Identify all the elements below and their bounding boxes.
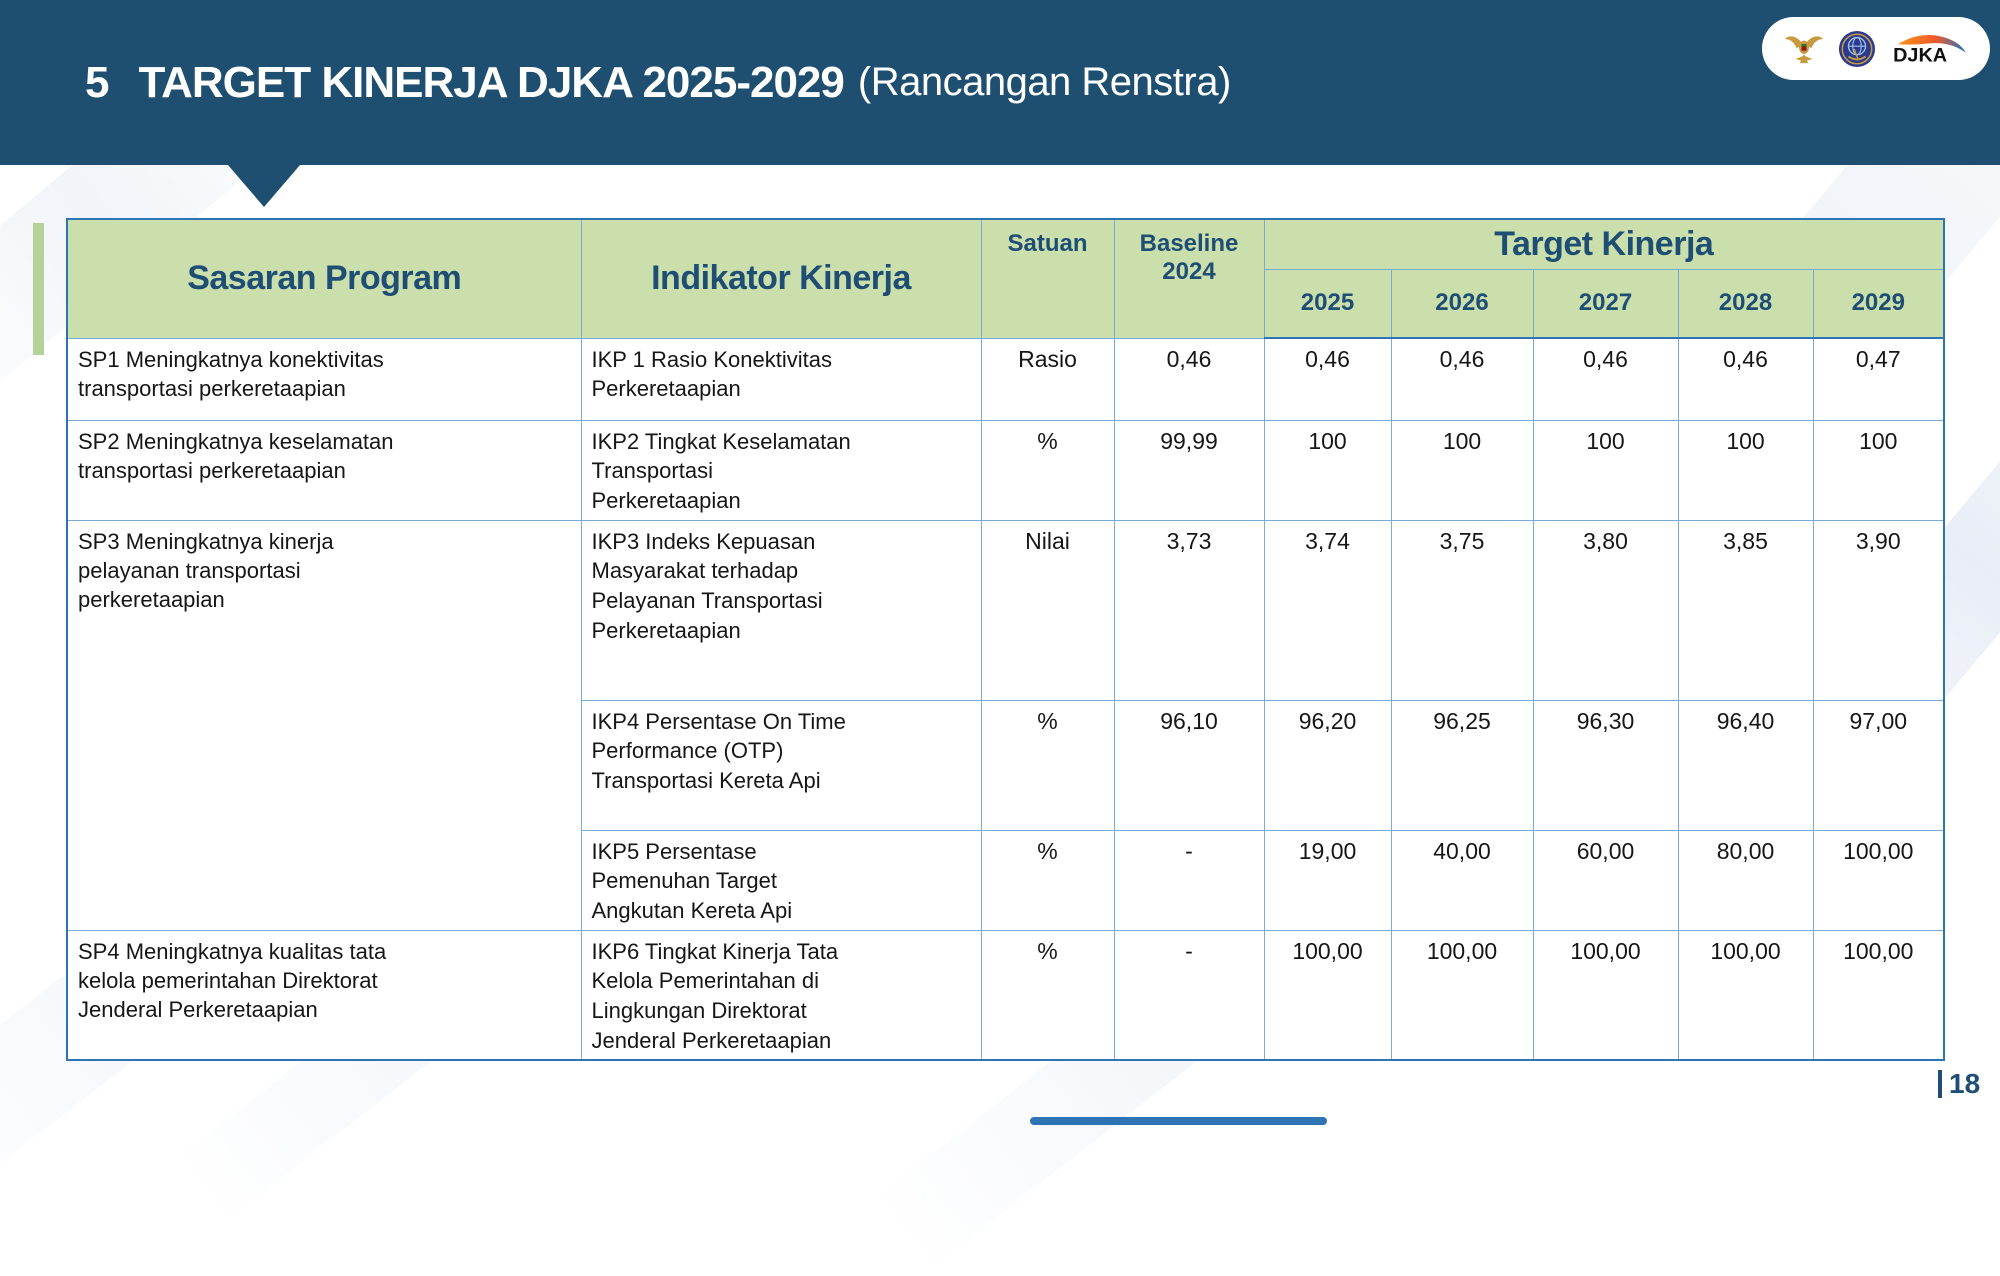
cell-target-2027: 0,46 — [1532, 337, 1679, 421]
title-block: 5 TARGET KINERJA DJKA 2025-2029 (Rancang… — [85, 0, 1231, 165]
garuda-pancasila-icon — [1784, 31, 1824, 67]
cell-indikator-ikp4: IKP4 Persentase On Time Performance (OTP… — [580, 699, 982, 831]
cell-indikator-ikp1: IKP 1 Rasio Konektivitas Perkeretaapian — [580, 337, 982, 421]
cell-satuan: Rasio — [980, 337, 1115, 421]
cell-baseline: - — [1113, 829, 1265, 931]
cell-baseline: 3,73 — [1113, 519, 1265, 701]
slide-number: 5 — [85, 57, 110, 107]
table-row-sp3-ikp3: SP3 Meningkatnya kinerja pelayanan trans… — [66, 519, 1945, 931]
cell-sasaran-sp4: SP4 Meningkatnya kualitas tata kelola pe… — [66, 929, 582, 1061]
header-year-2028: 2028 — [1677, 268, 1814, 339]
header-year-2027: 2027 — [1532, 268, 1679, 339]
cell-target-2028: 100 — [1677, 419, 1814, 521]
cell-baseline: 96,10 — [1113, 699, 1265, 831]
cell-target-2029: 100,00 — [1812, 829, 1945, 931]
performance-table: Sasaran Program Indikator Kinerja Satuan… — [66, 218, 1946, 1062]
cell-sasaran-sp3: SP3 Meningkatnya kinerja pelayanan trans… — [66, 519, 582, 931]
cell-sasaran-sp2: SP2 Meningkatnya keselamatan transportas… — [66, 419, 582, 521]
cell-indikator-ikp5: IKP5 Persentase Pemenuhan Target Angkuta… — [580, 829, 982, 931]
cell-baseline: 0,46 — [1113, 337, 1265, 421]
cell-satuan: Nilai — [980, 519, 1115, 701]
cell-target-2027: 100 — [1532, 419, 1679, 521]
cell-satuan: % — [980, 699, 1115, 831]
cell-target-2027: 96,30 — [1532, 699, 1679, 831]
cell-target-2029: 100,00 — [1812, 929, 1945, 1061]
performance-table-wrap: Sasaran Program Indikator Kinerja Satuan… — [66, 218, 1946, 1062]
table-row-sp1: SP1 Meningkatnya konektivitas transporta… — [66, 337, 1945, 421]
bottom-accent-bar — [1030, 1117, 1327, 1125]
cell-target-2025: 96,20 — [1263, 699, 1392, 831]
cell-target-2026: 100,00 — [1390, 929, 1534, 1061]
cell-target-2025: 3,74 — [1263, 519, 1392, 701]
page-number-bar — [1938, 1070, 1942, 1098]
cell-target-2028: 96,40 — [1677, 699, 1814, 831]
cell-baseline: - — [1113, 929, 1265, 1061]
header-baseline-2024: Baseline 2024 — [1113, 218, 1265, 339]
cell-target-2028: 0,46 — [1677, 337, 1814, 421]
cell-target-2026: 96,25 — [1390, 699, 1534, 831]
header-year-2026: 2026 — [1390, 268, 1534, 339]
cell-target-2026: 0,46 — [1390, 337, 1534, 421]
table-row-sp2: SP2 Meningkatnya keselamatan transportas… — [66, 419, 1945, 521]
logo-pill: DJKA — [1762, 17, 1990, 80]
page-subtitle: (Rancangan Renstra) — [857, 60, 1231, 104]
header-year-2025: 2025 — [1263, 268, 1392, 339]
page-number: 18 — [1938, 1068, 1980, 1100]
header-sasaran-program: Sasaran Program — [66, 218, 582, 339]
header-satuan: Satuan — [980, 218, 1115, 339]
cell-satuan: % — [980, 829, 1115, 931]
cell-baseline: 99,99 — [1113, 419, 1265, 521]
cell-target-2025: 100 — [1263, 419, 1392, 521]
cell-sasaran-sp1: SP1 Meningkatnya konektivitas transporta… — [66, 337, 582, 421]
cell-target-2029: 97,00 — [1812, 699, 1945, 831]
kemenhub-logo-icon — [1838, 30, 1876, 68]
cell-target-2026: 100 — [1390, 419, 1534, 521]
cell-target-2025: 0,46 — [1263, 337, 1392, 421]
cell-target-2026: 3,75 — [1390, 519, 1534, 701]
page-number-text: 18 — [1949, 1068, 1981, 1099]
cell-target-2029: 100 — [1812, 419, 1945, 521]
djka-logo-text: DJKA — [1893, 44, 1947, 66]
cell-satuan: % — [980, 419, 1115, 521]
cell-target-2028: 3,85 — [1677, 519, 1814, 701]
cell-indikator-ikp2: IKP2 Tingkat Keselamatan Transportasi Pe… — [580, 419, 982, 521]
header-indikator-kinerja: Indikator Kinerja — [580, 218, 982, 339]
cell-target-2027: 3,80 — [1532, 519, 1679, 701]
header-year-2029: 2029 — [1812, 268, 1945, 339]
cell-target-2027: 60,00 — [1532, 829, 1679, 931]
cell-indikator-ikp6: IKP6 Tingkat Kinerja Tata Kelola Pemerin… — [580, 929, 982, 1061]
cell-target-2028: 80,00 — [1677, 829, 1814, 931]
cell-target-2028: 100,00 — [1677, 929, 1814, 1061]
cell-indikator-ikp3: IKP3 Indeks Kepuasan Masyarakat terhadap… — [580, 519, 982, 701]
cell-target-2027: 100,00 — [1532, 929, 1679, 1061]
cell-target-2029: 3,90 — [1812, 519, 1945, 701]
header-target-kinerja: Target Kinerja — [1263, 218, 1945, 270]
cell-satuan: % — [980, 929, 1115, 1061]
cell-target-2029: 0,47 — [1812, 337, 1945, 421]
header-band-pointer — [228, 165, 300, 207]
cell-target-2025: 19,00 — [1263, 829, 1392, 931]
page-title: TARGET KINERJA DJKA 2025-2029 — [138, 57, 844, 107]
cell-target-2026: 40,00 — [1390, 829, 1534, 931]
table-row-sp4: SP4 Meningkatnya kualitas tata kelola pe… — [66, 929, 1945, 1061]
green-accent-bar — [33, 223, 44, 355]
djka-logo: DJKA — [1890, 32, 1968, 66]
cell-target-2025: 100,00 — [1263, 929, 1392, 1061]
